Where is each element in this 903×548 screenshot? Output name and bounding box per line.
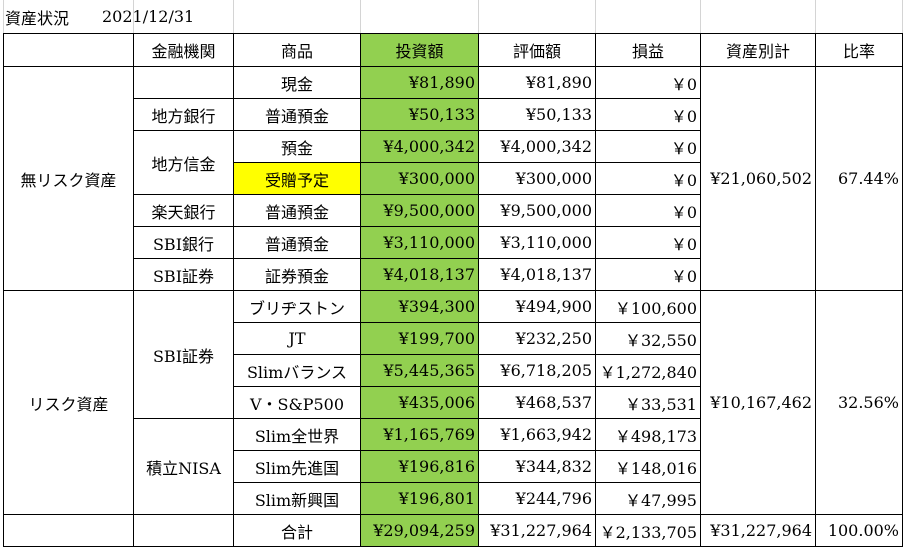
- value-cell: ¥4,018,137: [478, 258, 596, 291]
- column-header: 投資額: [360, 33, 479, 67]
- gridline: [700, 0, 701, 33]
- value-cell: ¥81,890: [478, 66, 596, 99]
- invest-cell: ¥4,000,342: [360, 130, 479, 163]
- pl-cell: ￥0: [595, 130, 701, 163]
- pl-cell: ￥0: [595, 162, 701, 195]
- institution-cell: 積立NISA: [133, 418, 234, 515]
- value-cell: ¥6,718,205: [478, 354, 596, 387]
- gridline: [133, 0, 134, 33]
- gridline: [478, 0, 479, 33]
- product-cell: Slim全世界: [233, 418, 361, 451]
- invest-cell: ¥4,018,137: [360, 258, 479, 291]
- total-invest: ¥29,094,259: [360, 514, 479, 547]
- product-cell: Slimバランス: [233, 354, 361, 387]
- institution-cell: 地方信金: [133, 130, 234, 195]
- product-cell: 受贈予定: [233, 162, 361, 195]
- sheet-date: 2021/12/31: [102, 7, 195, 26]
- pl-cell: ￥100,600: [595, 290, 701, 323]
- product-cell: JT: [233, 322, 361, 355]
- category-cell: 無リスク資産: [3, 66, 134, 291]
- pl-cell: ￥32,550: [595, 322, 701, 355]
- value-cell: ¥494,900: [478, 290, 596, 323]
- value-cell: ¥3,110,000: [478, 226, 596, 259]
- total-value: ¥31,227,964: [478, 514, 596, 547]
- column-header: 商品: [233, 33, 361, 67]
- subtotal-cell: ¥10,167,462: [700, 290, 816, 515]
- value-cell: ¥232,250: [478, 322, 596, 355]
- product-cell: 預金: [233, 130, 361, 163]
- column-header: 金融機関: [133, 33, 234, 67]
- gridline: [595, 0, 596, 33]
- invest-cell: ¥394,300: [360, 290, 479, 323]
- gridline: [3, 0, 4, 33]
- product-cell: V・S&P500: [233, 386, 361, 419]
- total-blank: [133, 514, 234, 547]
- total-subtotal: ¥31,227,964: [700, 514, 816, 547]
- invest-cell: ¥3,110,000: [360, 226, 479, 259]
- pl-cell: ￥33,531: [595, 386, 701, 419]
- institution-cell: SBI証券: [133, 290, 234, 419]
- pl-cell: ￥148,016: [595, 450, 701, 483]
- institution-cell: 楽天銀行: [133, 194, 234, 227]
- total-blank: [3, 514, 134, 547]
- invest-cell: ¥1,165,769: [360, 418, 479, 451]
- invest-cell: ¥300,000: [360, 162, 479, 195]
- invest-cell: ¥81,890: [360, 66, 479, 99]
- ratio-cell: 32.56%: [815, 290, 903, 515]
- pl-cell: ￥0: [595, 66, 701, 99]
- invest-cell: ¥199,700: [360, 322, 479, 355]
- value-cell: ¥244,796: [478, 482, 596, 515]
- pl-cell: ￥498,173: [595, 418, 701, 451]
- value-cell: ¥344,832: [478, 450, 596, 483]
- product-cell: 現金: [233, 66, 361, 99]
- ratio-cell: 67.44%: [815, 66, 903, 291]
- invest-cell: ¥5,445,365: [360, 354, 479, 387]
- product-cell: Slim先進国: [233, 450, 361, 483]
- product-cell: Slim新興国: [233, 482, 361, 515]
- pl-cell: ￥0: [595, 194, 701, 227]
- invest-cell: ¥435,006: [360, 386, 479, 419]
- total-pl: ￥2,133,705: [595, 514, 701, 547]
- total-ratio: 100.00%: [815, 514, 903, 547]
- value-cell: ¥9,500,000: [478, 194, 596, 227]
- total-label: 合計: [233, 514, 361, 547]
- institution-cell: SBI銀行: [133, 226, 234, 259]
- column-header: 比率: [815, 33, 903, 67]
- institution-cell: [133, 66, 234, 99]
- pl-cell: ￥0: [595, 98, 701, 131]
- category-cell: リスク資産: [3, 290, 134, 515]
- invest-cell: ¥9,500,000: [360, 194, 479, 227]
- column-header: 資産別計: [700, 33, 816, 67]
- value-cell: ¥300,000: [478, 162, 596, 195]
- gridline: [360, 0, 361, 33]
- invest-cell: ¥50,133: [360, 98, 479, 131]
- invest-cell: ¥196,801: [360, 482, 479, 515]
- invest-cell: ¥196,816: [360, 450, 479, 483]
- column-header: 評価額: [478, 33, 596, 67]
- product-cell: 普通預金: [233, 194, 361, 227]
- product-cell: ブリヂストン: [233, 290, 361, 323]
- column-header: 損益: [595, 33, 701, 67]
- sheet-title: 資産状況: [5, 8, 70, 28]
- header-cell: [3, 33, 134, 67]
- product-cell: 普通預金: [233, 98, 361, 131]
- value-cell: ¥4,000,342: [478, 130, 596, 163]
- value-cell: ¥1,663,942: [478, 418, 596, 451]
- product-cell: 普通預金: [233, 226, 361, 259]
- pl-cell: ￥0: [595, 258, 701, 291]
- pl-cell: ￥0: [595, 226, 701, 259]
- subtotal-cell: ¥21,060,502: [700, 66, 816, 291]
- value-cell: ¥50,133: [478, 98, 596, 131]
- institution-cell: SBI証券: [133, 258, 234, 291]
- gridline: [815, 0, 816, 33]
- institution-cell: 地方銀行: [133, 98, 234, 131]
- gridline: [233, 0, 234, 33]
- value-cell: ¥468,537: [478, 386, 596, 419]
- pl-cell: ￥1,272,840: [595, 354, 701, 387]
- product-cell: 証券預金: [233, 258, 361, 291]
- pl-cell: ￥47,995: [595, 482, 701, 515]
